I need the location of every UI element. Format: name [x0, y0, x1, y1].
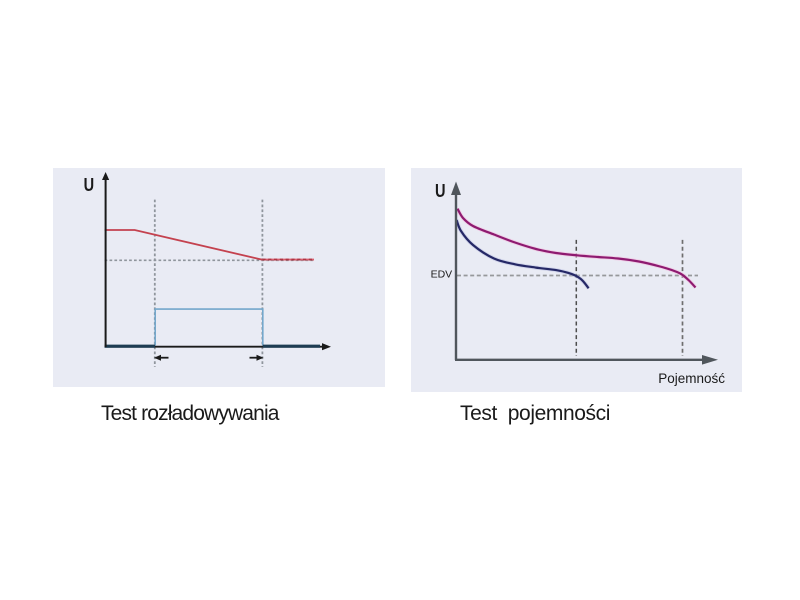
svg-text:EDV: EDV: [431, 269, 453, 281]
svg-text:U: U: [435, 181, 446, 201]
svg-text:Pojemność: Pojemność: [658, 371, 725, 386]
svg-text:U: U: [84, 175, 95, 195]
